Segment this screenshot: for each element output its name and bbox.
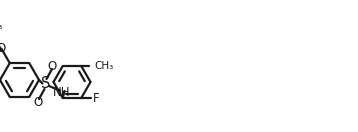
Text: CH₃: CH₃ xyxy=(94,61,113,71)
Text: CH₃: CH₃ xyxy=(0,21,3,31)
Text: O: O xyxy=(34,95,43,109)
Text: NH: NH xyxy=(53,86,71,99)
Text: S: S xyxy=(41,77,50,91)
Text: O: O xyxy=(48,60,57,72)
Text: F: F xyxy=(93,91,100,105)
Text: O: O xyxy=(0,42,6,55)
